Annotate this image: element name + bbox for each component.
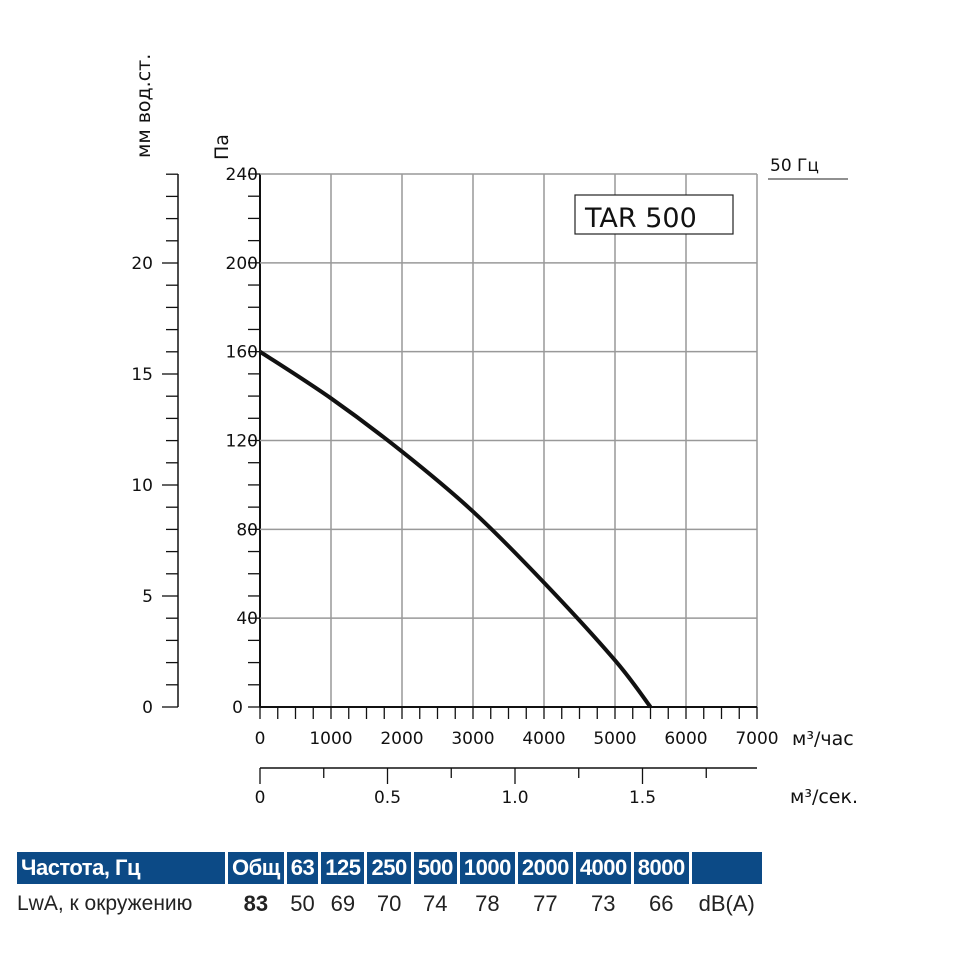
x-tick-label: 5000: [593, 729, 636, 749]
table-header-cell: 2000: [517, 852, 573, 884]
table-cell: 78: [475, 891, 500, 916]
table-cell: 69: [330, 891, 356, 916]
x-tick-label: 1000: [309, 729, 352, 749]
frequency-label: 50 Гц: [770, 156, 819, 176]
table-header-cell: 8000: [633, 852, 689, 884]
x-tick-label: 6000: [664, 729, 707, 749]
x2-tick-label: 1.5: [629, 788, 656, 808]
y-axis-label: Па: [211, 134, 233, 160]
y-tick-label: 240: [226, 165, 258, 185]
x-axis-label: м³/час: [792, 728, 854, 750]
table-cell: 70: [376, 891, 402, 916]
table-cell: 77: [533, 891, 558, 916]
y2-tick-label: 20: [131, 254, 153, 274]
axes: [162, 173, 758, 784]
table-header-row: Частота, Гц Общ 63 125 250 500 1000 2000 4000 800…: [17, 852, 762, 884]
y-tick-label: 160: [226, 343, 258, 363]
table-header-cell: 250: [367, 852, 411, 884]
y2-axis-label: мм вод.ст.: [133, 54, 155, 158]
table-header-cell: 1000: [459, 852, 515, 884]
y-tick-label: 200: [226, 254, 258, 274]
fan-curve-chart: 0 1000 2000 3000 4000 5000 6000 700004080120160…: [131, 54, 858, 808]
y-tick-label: 120: [226, 432, 258, 452]
table-cell: 83: [243, 891, 269, 916]
y2-tick-label: 5: [142, 587, 153, 607]
table-header-cell: Частота, Гц: [17, 852, 225, 884]
table-cell: 74: [423, 891, 448, 916]
y-tick-label: 80: [236, 520, 258, 540]
table-cell: dB(A): [698, 891, 755, 916]
table-header-cell: 63: [286, 852, 319, 884]
model-label-box: [574, 194, 734, 235]
y-tick-label: 40: [236, 609, 258, 629]
x2-tick-label: 1.0: [501, 788, 528, 808]
table-header-cell: Общ: [228, 852, 284, 884]
x2-axis-label: м³/сек.: [790, 786, 858, 808]
y-tick-label: 0: [232, 698, 243, 718]
y2-tick-label: 0: [142, 698, 153, 718]
x-tick-label: 4000: [522, 729, 565, 749]
series-line: [258, 349, 653, 709]
grid: [259, 173, 758, 708]
table-header-cell: 4000: [575, 852, 631, 884]
x-tick-label: 0: [255, 729, 266, 749]
sound-power-table: Частота, Гц Общ 63 125 250 500 1000 2000 4000 800…: [14, 852, 765, 924]
x2-tick-label: 0: [255, 788, 266, 808]
tick-labels: 0 1000 2000 3000 4000 5000 6000 700004080120160…: [131, 165, 778, 808]
model-label: TAR 500: [584, 203, 697, 234]
y2-tick-label: 15: [131, 365, 153, 385]
x-tick-label: 7000: [735, 729, 778, 749]
y2-tick-label: 10: [131, 476, 153, 496]
table-row: LwA, к окружению 83 50 69 70 74 78 77 73 66 dB(A): [17, 884, 762, 924]
table-cell: 50: [290, 891, 315, 916]
table-header-cell: 500: [413, 852, 457, 884]
x-tick-label: 3000: [451, 729, 494, 749]
x-tick-label: 2000: [380, 729, 423, 749]
table-header-cell: [691, 852, 762, 884]
x2-tick-label: 0.5: [374, 788, 401, 808]
table-cell: 66: [649, 891, 674, 916]
table-header-cell: 125: [321, 852, 365, 884]
table-cell: 73: [591, 891, 616, 916]
table-cell: LwA, к окружению: [17, 892, 193, 915]
